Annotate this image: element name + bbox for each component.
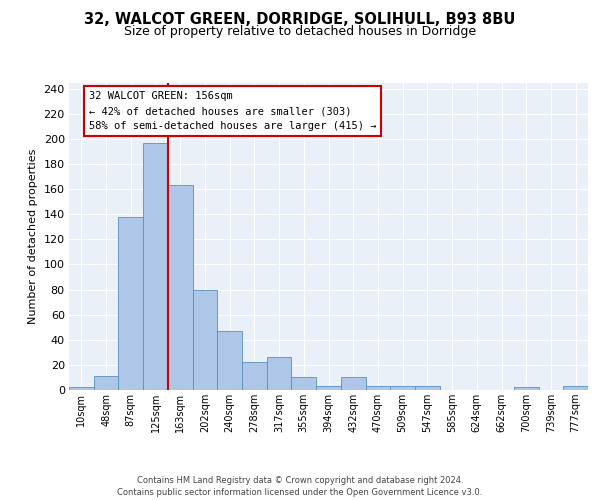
Bar: [94, 376, 118, 390]
Text: 32 WALCOT GREEN: 156sqm
← 42% of detached houses are smaller (303)
58% of semi-d: 32 WALCOT GREEN: 156sqm ← 42% of detache…: [89, 92, 376, 131]
Y-axis label: Number of detached properties: Number of detached properties: [28, 148, 38, 324]
Bar: [193, 290, 217, 390]
Bar: [341, 378, 365, 390]
Bar: [365, 386, 390, 390]
Bar: [267, 358, 292, 390]
Bar: [242, 362, 267, 390]
Bar: [415, 386, 440, 390]
Bar: [514, 388, 539, 390]
Bar: [292, 378, 316, 390]
Bar: [316, 386, 341, 390]
Bar: [118, 217, 143, 390]
Text: Size of property relative to detached houses in Dorridge: Size of property relative to detached ho…: [124, 25, 476, 38]
Bar: [563, 386, 588, 390]
Bar: [143, 142, 168, 390]
Text: Contains public sector information licensed under the Open Government Licence v3: Contains public sector information licen…: [118, 488, 482, 497]
Bar: [390, 386, 415, 390]
Text: Contains HM Land Registry data © Crown copyright and database right 2024.: Contains HM Land Registry data © Crown c…: [137, 476, 463, 485]
Text: 32, WALCOT GREEN, DORRIDGE, SOLIHULL, B93 8BU: 32, WALCOT GREEN, DORRIDGE, SOLIHULL, B9…: [85, 12, 515, 28]
Bar: [168, 186, 193, 390]
Bar: [69, 388, 94, 390]
Bar: [217, 331, 242, 390]
